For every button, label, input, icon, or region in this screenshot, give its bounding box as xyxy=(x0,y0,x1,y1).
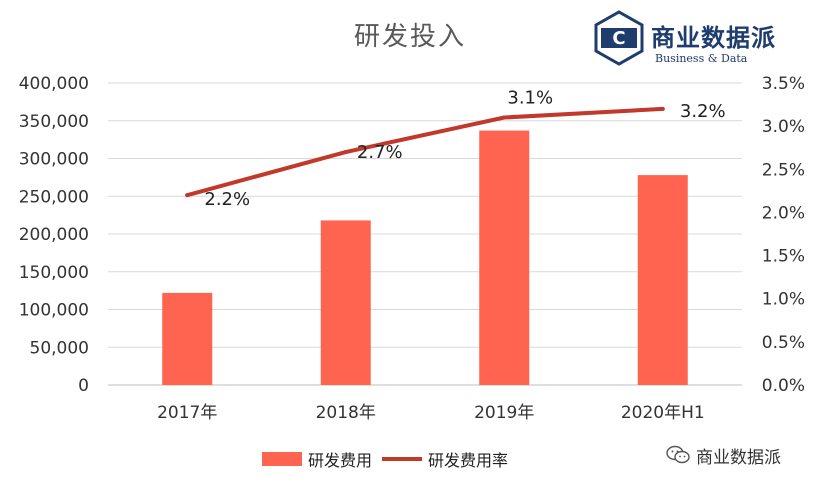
x-tick-label: 2018年 xyxy=(316,403,376,423)
logo-name: 商业数据派 xyxy=(651,24,776,52)
legend-swatch-line xyxy=(382,457,423,461)
y-right-tick-label: 2.0% xyxy=(762,203,805,223)
y-left-tick-label: 400,000 xyxy=(19,74,89,94)
wechat-text: 商业数据派 xyxy=(696,447,781,468)
y-left-tick-label: 350,000 xyxy=(19,112,89,132)
line-point xyxy=(660,106,665,111)
logo-letter: C xyxy=(612,28,625,49)
x-tick-label: 2019年 xyxy=(474,403,534,423)
legend-label-bar: 研发费用 xyxy=(308,451,373,470)
legend-label-line: 研发费用率 xyxy=(428,451,509,470)
x-axis: 2017年 2018年 2019年 2020年H1 xyxy=(157,403,705,423)
gridlines xyxy=(108,82,742,386)
bar xyxy=(320,220,371,385)
y-left-tick-label: 50,000 xyxy=(30,338,89,358)
y-left-tick-label: 100,000 xyxy=(19,301,89,321)
x-tick-label: 2017年 xyxy=(157,403,217,423)
data-label: 2.2% xyxy=(204,189,250,210)
y-left-tick-label: 300,000 xyxy=(19,150,89,170)
bar-series xyxy=(162,130,688,385)
wechat-icon xyxy=(666,445,690,464)
line-series: 2.2% 2.7% 3.1% 3.2% xyxy=(185,88,726,210)
bar xyxy=(162,292,213,385)
line-point xyxy=(185,193,190,198)
y-axis-right: 0.0% 0.5% 1.0% 1.5% 2.0% 2.5% 3.0% 3.5% xyxy=(762,74,805,396)
y-left-tick-label: 0 xyxy=(78,376,89,396)
logo-hex-icon: C xyxy=(594,10,644,66)
data-label: 3.1% xyxy=(507,88,553,109)
y-right-tick-label: 3.0% xyxy=(762,117,805,137)
y-axis-left: 0 50,000 100,000 150,000 200,000 250,000 300,0… xyxy=(19,74,89,396)
data-label: 2.7% xyxy=(357,142,403,163)
legend-swatch-bar xyxy=(262,452,302,466)
legend-item-bar: 研发费用 xyxy=(262,447,372,471)
y-right-tick-label: 1.5% xyxy=(762,247,805,267)
legend-item-line: 研发费用率 xyxy=(382,447,508,471)
y-right-tick-label: 0.5% xyxy=(762,333,805,353)
y-right-tick-label: 3.5% xyxy=(762,74,805,94)
brand-logo: C 商业数据派 Business & Data xyxy=(593,10,808,70)
bar xyxy=(479,130,530,385)
y-right-tick-label: 0.0% xyxy=(762,376,805,396)
y-left-tick-label: 150,000 xyxy=(19,263,89,283)
y-left-tick-label: 250,000 xyxy=(19,187,89,207)
line-point xyxy=(502,115,507,120)
data-label: 3.2% xyxy=(680,101,726,122)
line-point xyxy=(343,150,348,155)
bar xyxy=(637,175,688,385)
wechat-watermark: 商业数据派 xyxy=(666,442,781,468)
x-tick-label: 2020年H1 xyxy=(621,403,705,423)
y-right-tick-label: 2.5% xyxy=(762,160,805,180)
line-path xyxy=(185,106,665,198)
chart-title: 研发投入 xyxy=(353,22,466,52)
y-right-tick-label: 1.0% xyxy=(762,290,805,310)
chart-legend: 研发费用 研发费用率 xyxy=(262,447,518,471)
y-left-tick-label: 200,000 xyxy=(19,225,89,245)
logo-subtitle: Business & Data xyxy=(655,52,748,65)
